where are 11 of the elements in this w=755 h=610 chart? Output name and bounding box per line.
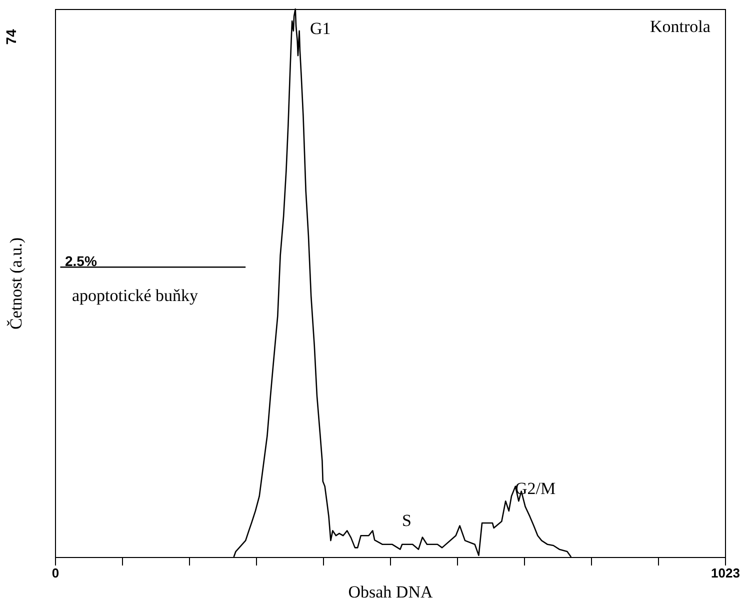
x-tick-label: 1023: [711, 566, 740, 580]
annotation: G2/M: [515, 479, 556, 498]
annotation: apoptotické buňky: [72, 286, 199, 305]
annotation: S: [402, 511, 412, 530]
y-axis-title: Četnost (a.u.): [6, 237, 26, 330]
text: 74: [3, 29, 19, 45]
x-tick-label: 0: [52, 566, 60, 580]
x-axis-title: Obsah DNA: [348, 582, 434, 602]
annotation: Kontrola: [650, 17, 711, 36]
annotation: 2.5%: [65, 253, 98, 269]
annotation: G1: [310, 19, 331, 38]
